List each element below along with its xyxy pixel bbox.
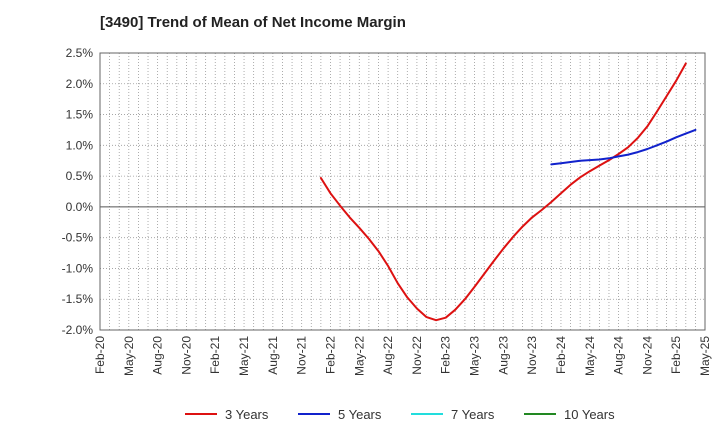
- x-tick-label: Feb-21: [208, 336, 222, 374]
- legend-label: 10 Years: [564, 407, 615, 422]
- x-tick-label: Feb-23: [439, 336, 453, 374]
- x-tick-label: May-25: [698, 336, 712, 376]
- legend: 3 Years 5 Years 7 Years 10 Years: [185, 407, 615, 422]
- y-tick-label: 0.0%: [66, 200, 94, 214]
- x-tick-label: Feb-24: [554, 336, 568, 374]
- x-tick-label: Nov-20: [179, 336, 193, 375]
- y-tick-labels: 2.5% 2.0% 1.5% 1.0% 0.5% 0.0% -0.5% -1.0% -1.5% -…: [62, 46, 94, 337]
- legend-label: 3 Years: [225, 407, 269, 422]
- y-tick-label: -1.5%: [62, 292, 94, 306]
- y-tick-label: 1.0%: [66, 138, 94, 152]
- x-tick-labels: Feb-20 May-20 Aug-20 Nov-20 Feb-21 May-21 Aug-…: [93, 336, 712, 376]
- x-tick-label: Aug-24: [612, 336, 626, 375]
- y-tick-label: -2.0%: [62, 323, 94, 337]
- x-tick-label: Aug-23: [496, 336, 510, 375]
- x-tick-label: Feb-25: [669, 336, 683, 374]
- x-tick-label: Aug-22: [381, 336, 395, 375]
- x-tick-label: Aug-21: [266, 336, 280, 375]
- x-tick-label: Nov-21: [295, 336, 309, 375]
- legend-label: 7 Years: [451, 407, 495, 422]
- y-tick-label: -0.5%: [62, 231, 94, 245]
- chart-title: [3490] Trend of Mean of Net Income Margi…: [100, 14, 406, 31]
- y-tick-label: 2.5%: [66, 46, 94, 60]
- x-tick-label: May-22: [352, 336, 366, 376]
- x-tick-label: Feb-20: [93, 336, 107, 374]
- grid: [99, 52, 706, 331]
- plot-frame: [99, 52, 706, 331]
- x-tick-label: Aug-20: [151, 336, 165, 375]
- y-tick-label: -1.0%: [62, 261, 94, 275]
- y-tick-label: 0.5%: [66, 169, 94, 183]
- axes: [99, 52, 706, 331]
- x-tick-label: May-21: [237, 336, 251, 376]
- x-tick-label: May-23: [468, 336, 482, 376]
- series-line-3-years: [319, 62, 687, 322]
- x-tick-label: May-20: [122, 336, 136, 376]
- legend-label: 5 Years: [338, 407, 382, 422]
- series-line-5-years: [550, 128, 697, 166]
- series-lines: [319, 62, 697, 322]
- x-tick-label: May-24: [583, 336, 597, 376]
- y-tick-label: 1.5%: [66, 108, 94, 122]
- x-tick-label: Nov-24: [640, 336, 654, 375]
- y-tick-label: 2.0%: [66, 77, 94, 91]
- x-tick-label: Nov-23: [525, 336, 539, 375]
- x-tick-label: Feb-22: [323, 336, 337, 374]
- x-tick-label: Nov-22: [410, 336, 424, 375]
